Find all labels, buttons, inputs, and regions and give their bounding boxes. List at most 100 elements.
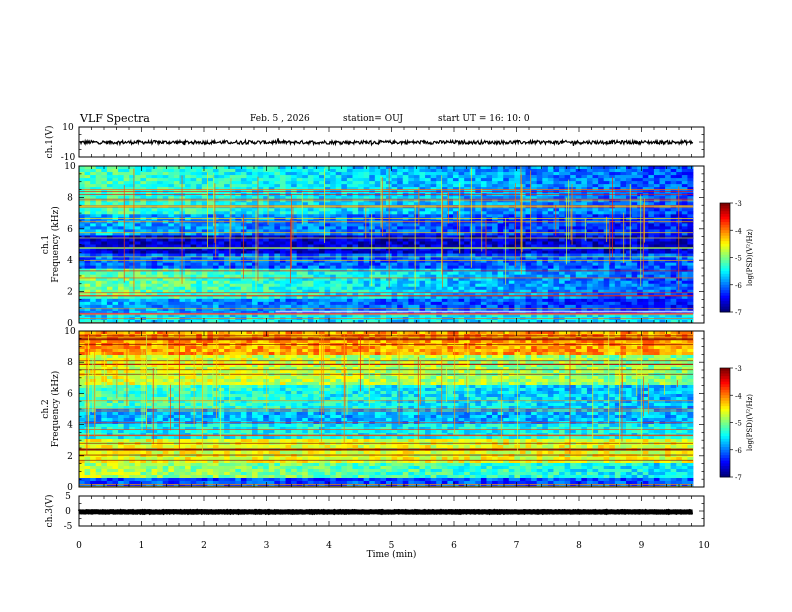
heatmap-cell xyxy=(341,292,348,297)
heatmap-cell xyxy=(307,217,314,221)
heatmap-cell xyxy=(475,286,482,291)
heatmap-cell xyxy=(508,250,515,254)
heatmap-cell xyxy=(95,235,102,239)
heatmap-cell xyxy=(335,265,342,270)
heatmap-cell xyxy=(575,250,582,254)
heatmap-cell xyxy=(90,277,97,282)
heatmap-cell xyxy=(190,226,197,230)
heatmap-cell xyxy=(564,202,571,206)
heatmap-cell xyxy=(425,298,432,303)
heatmap-cell xyxy=(185,217,192,221)
heatmap-cell xyxy=(547,289,554,294)
heatmap-cell xyxy=(274,217,281,221)
heatmap-cell xyxy=(90,244,97,248)
heatmap-cell xyxy=(263,181,270,185)
heatmap-cell xyxy=(413,214,420,218)
heatmap-cell xyxy=(246,172,253,176)
heatmap-cell xyxy=(681,277,688,282)
heatmap-cell xyxy=(157,232,164,236)
heatmap-cell xyxy=(335,226,342,230)
heatmap-cell xyxy=(642,295,649,300)
heatmap-cell xyxy=(134,271,141,276)
heatmap-cell xyxy=(190,265,197,270)
heatmap-cell xyxy=(469,223,476,227)
heatmap-cell xyxy=(212,187,219,191)
heatmap-cell xyxy=(419,256,426,260)
heatmap-cell xyxy=(291,193,298,197)
heatmap-cell xyxy=(84,202,91,206)
heatmap-cell xyxy=(609,175,616,179)
heatmap-cell xyxy=(452,262,459,267)
heatmap-cell xyxy=(469,280,476,285)
heatmap-cell xyxy=(346,262,353,267)
heatmap-cell xyxy=(145,238,152,242)
y-ticks: 10-10 xyxy=(61,123,704,163)
heatmap-cell xyxy=(185,184,192,188)
heatmap-cell xyxy=(586,238,593,242)
heatmap-cell xyxy=(519,292,526,297)
heatmap-cell xyxy=(173,244,180,248)
heatmap-cell xyxy=(598,202,605,206)
heatmap-cell xyxy=(358,226,365,230)
heatmap-cell xyxy=(659,187,666,191)
heatmap-cell xyxy=(285,259,292,264)
heatmap-cell xyxy=(519,172,526,176)
heatmap-cell xyxy=(229,235,236,239)
heatmap-cell xyxy=(268,283,275,288)
heatmap-cell xyxy=(151,169,158,173)
heatmap-cell xyxy=(447,295,454,300)
heatmap-cell xyxy=(547,250,554,254)
heatmap-cell xyxy=(564,289,571,294)
heatmap-cell xyxy=(279,301,286,306)
heatmap-cell xyxy=(296,178,303,182)
heatmap-cell xyxy=(653,232,660,236)
heatmap-cell xyxy=(330,247,337,251)
heatmap-cell xyxy=(207,301,214,306)
heatmap-cell xyxy=(397,286,404,291)
heatmap-cell xyxy=(330,283,337,288)
heatmap-cell xyxy=(447,229,454,233)
heatmap-cell xyxy=(480,172,487,176)
heatmap-cell xyxy=(575,253,582,257)
heatmap-cell xyxy=(542,235,549,239)
heatmap-cell xyxy=(263,274,270,279)
heatmap-cell xyxy=(95,247,102,251)
heatmap-cell xyxy=(224,214,231,218)
heatmap-cell xyxy=(670,298,677,303)
heatmap-cell xyxy=(469,289,476,294)
heatmap-cell xyxy=(229,292,236,297)
heatmap-cell xyxy=(519,250,526,254)
heatmap-cell xyxy=(162,265,169,270)
heatmap-cell xyxy=(157,298,164,303)
heatmap-cell xyxy=(263,301,270,306)
heatmap-cell xyxy=(553,211,560,215)
heatmap-cell xyxy=(341,232,348,236)
heatmap-cell xyxy=(397,172,404,176)
heatmap-cell xyxy=(151,208,158,212)
heatmap-cell xyxy=(492,181,499,185)
heatmap-cell xyxy=(380,208,387,212)
heatmap-cell xyxy=(129,217,136,221)
heatmap-cell xyxy=(123,223,130,227)
heatmap-cell xyxy=(140,295,147,300)
heatmap-cell xyxy=(380,298,387,303)
heatmap-cell xyxy=(302,283,309,288)
heatmap-cell xyxy=(464,286,471,291)
heatmap-cell xyxy=(151,214,158,218)
heatmap-cell xyxy=(430,250,437,254)
heatmap-cell xyxy=(79,292,85,297)
heatmap-cell xyxy=(279,256,286,260)
heatmap-cell xyxy=(676,223,683,227)
heatmap-cell xyxy=(575,235,582,239)
heatmap-cell xyxy=(84,259,91,264)
heatmap-cell xyxy=(263,232,270,236)
heatmap-cell xyxy=(536,214,543,218)
heatmap-cell xyxy=(218,292,225,297)
heatmap-cell xyxy=(346,229,353,233)
heatmap-cell xyxy=(313,271,320,276)
heatmap-cell xyxy=(676,202,683,206)
heatmap-cell xyxy=(531,241,538,245)
heatmap-cell xyxy=(341,298,348,303)
heatmap-cell xyxy=(263,253,270,257)
heatmap-cell xyxy=(363,271,370,276)
